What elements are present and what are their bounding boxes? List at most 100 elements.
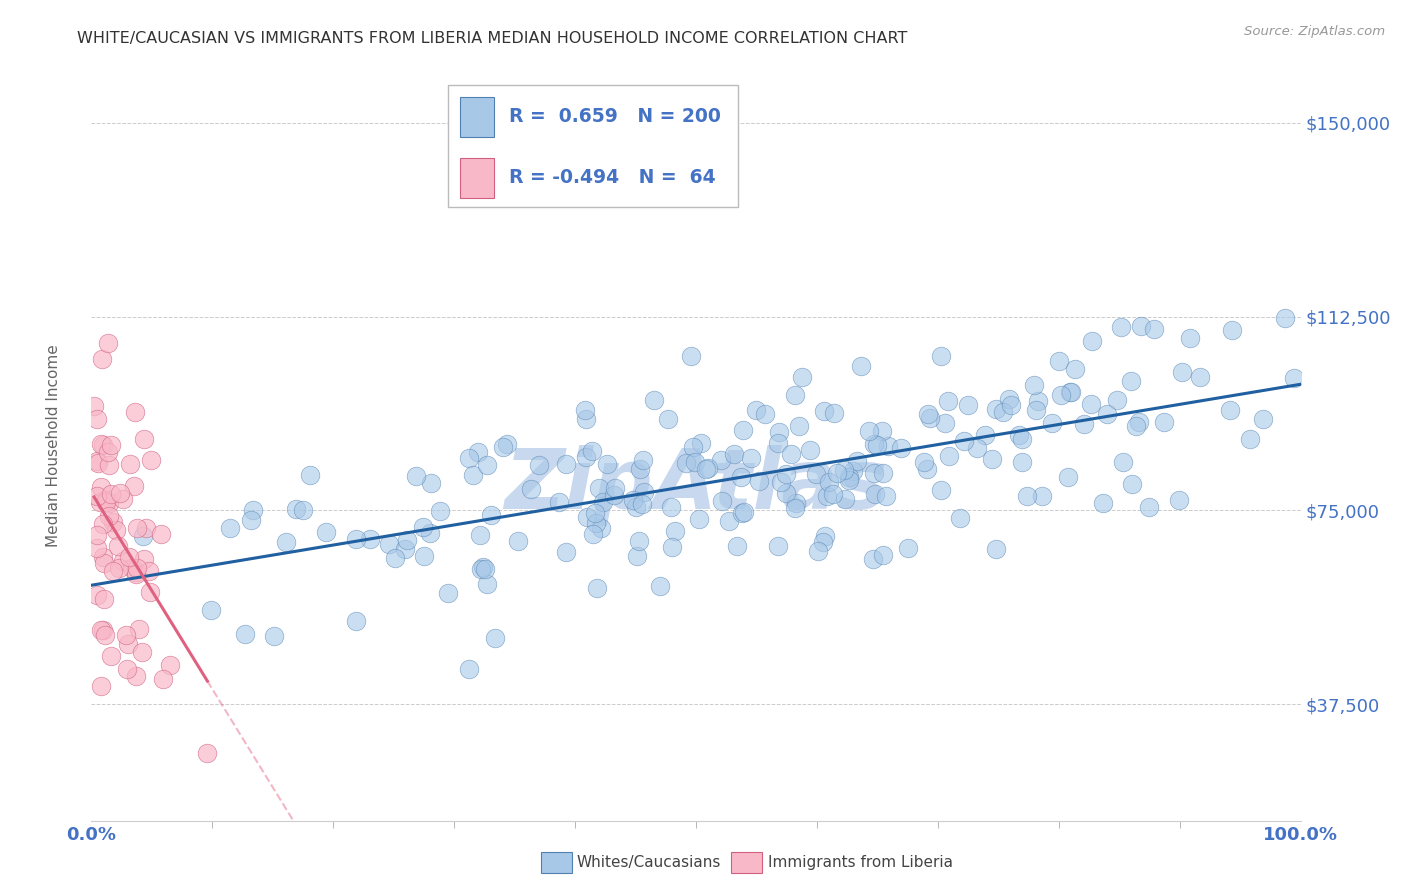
Point bbox=[661, 540, 683, 554]
Point bbox=[94, 628, 117, 642]
Point bbox=[197, 747, 219, 761]
Point bbox=[124, 405, 146, 419]
Point bbox=[1056, 470, 1078, 484]
Point bbox=[934, 417, 956, 431]
Point bbox=[875, 489, 897, 503]
Point bbox=[457, 662, 479, 676]
Point bbox=[90, 352, 112, 367]
Point bbox=[740, 451, 762, 466]
Point bbox=[125, 565, 148, 579]
Point bbox=[1011, 455, 1033, 469]
Point bbox=[479, 508, 502, 522]
Point bbox=[657, 412, 679, 426]
Point bbox=[100, 649, 122, 664]
Point bbox=[775, 485, 797, 500]
Point bbox=[920, 410, 942, 425]
Point bbox=[984, 402, 1007, 417]
Point bbox=[90, 437, 112, 451]
Point bbox=[477, 576, 499, 591]
Point bbox=[574, 403, 596, 417]
Point bbox=[527, 458, 550, 473]
Point bbox=[1111, 454, 1133, 468]
Point bbox=[298, 468, 321, 483]
Point bbox=[984, 541, 1007, 556]
Point bbox=[412, 549, 434, 563]
Point bbox=[107, 539, 129, 553]
Point bbox=[437, 586, 460, 600]
Point bbox=[1253, 411, 1275, 425]
Point bbox=[91, 438, 114, 452]
Point bbox=[710, 453, 733, 467]
Point bbox=[378, 537, 401, 551]
Point bbox=[949, 511, 972, 525]
Point bbox=[554, 457, 576, 471]
Point bbox=[467, 444, 489, 458]
Point bbox=[83, 399, 105, 413]
Point bbox=[114, 628, 136, 642]
Point bbox=[97, 496, 120, 510]
Point bbox=[787, 419, 810, 434]
FancyBboxPatch shape bbox=[460, 97, 494, 136]
Point bbox=[1026, 393, 1049, 408]
Point bbox=[872, 425, 894, 439]
Point bbox=[94, 492, 117, 507]
Text: Immigrants from Liberia: Immigrants from Liberia bbox=[768, 855, 953, 870]
Point bbox=[689, 435, 711, 450]
Point bbox=[132, 552, 155, 566]
Point bbox=[931, 483, 953, 497]
FancyBboxPatch shape bbox=[449, 85, 738, 207]
Point bbox=[683, 455, 706, 469]
Point bbox=[1047, 354, 1070, 368]
Point bbox=[395, 533, 418, 547]
Point bbox=[696, 461, 718, 475]
Point bbox=[991, 405, 1014, 419]
Point bbox=[804, 467, 827, 482]
Point bbox=[897, 541, 920, 555]
Point bbox=[624, 500, 647, 514]
Point bbox=[998, 392, 1021, 406]
Point bbox=[890, 441, 912, 455]
Point bbox=[131, 645, 153, 659]
Point bbox=[475, 458, 498, 472]
Point bbox=[149, 526, 172, 541]
FancyBboxPatch shape bbox=[460, 158, 494, 197]
Point bbox=[359, 532, 381, 546]
Point bbox=[790, 369, 813, 384]
Point bbox=[770, 475, 793, 489]
Point bbox=[633, 452, 655, 467]
Point bbox=[583, 506, 606, 520]
Point bbox=[506, 534, 529, 549]
Point bbox=[938, 449, 960, 463]
Point bbox=[730, 470, 752, 484]
Point bbox=[1121, 476, 1143, 491]
Point bbox=[97, 508, 120, 523]
Point bbox=[152, 672, 174, 686]
Point bbox=[631, 497, 654, 511]
Point bbox=[581, 443, 603, 458]
Point bbox=[877, 439, 900, 453]
Point bbox=[643, 392, 665, 407]
Point bbox=[845, 454, 868, 468]
Text: R = -0.494   N =  64: R = -0.494 N = 64 bbox=[509, 169, 716, 187]
Point bbox=[626, 549, 648, 563]
Point bbox=[823, 406, 845, 420]
Point bbox=[838, 469, 860, 483]
Point bbox=[125, 669, 148, 683]
Point bbox=[1000, 398, 1022, 412]
Point bbox=[344, 614, 367, 628]
Point bbox=[285, 502, 308, 516]
Point bbox=[125, 521, 148, 535]
Point bbox=[1178, 331, 1201, 345]
Point bbox=[115, 662, 138, 676]
Point bbox=[86, 454, 108, 468]
Point bbox=[1022, 378, 1045, 392]
Point bbox=[1167, 493, 1189, 508]
Point bbox=[132, 529, 155, 543]
Point bbox=[1143, 322, 1166, 336]
Point bbox=[603, 488, 626, 502]
Point bbox=[723, 447, 745, 461]
Point bbox=[97, 445, 120, 459]
Point bbox=[89, 495, 111, 509]
Point bbox=[1025, 402, 1047, 417]
Point bbox=[813, 534, 835, 549]
